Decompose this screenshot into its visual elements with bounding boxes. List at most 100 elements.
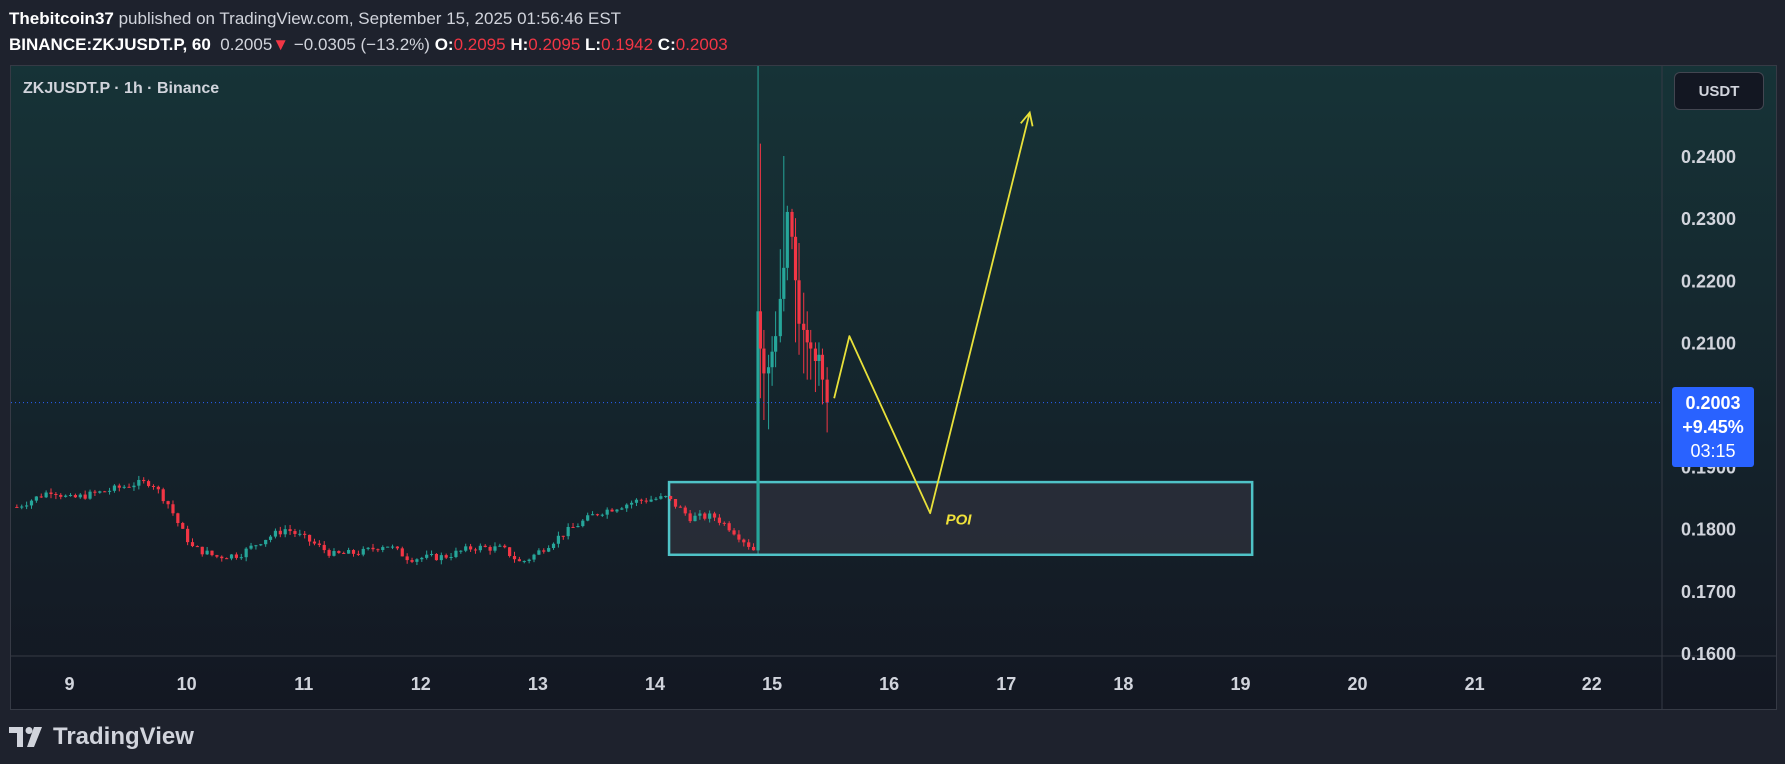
- candle-body: [664, 496, 668, 498]
- candle-body: [644, 500, 648, 502]
- candle-body: [820, 354, 825, 380]
- candle-body: [605, 509, 609, 515]
- y-tick-label: 0.2300: [1681, 209, 1736, 229]
- candle-body: [15, 506, 19, 508]
- candle-body: [88, 491, 92, 499]
- x-tick-label: 22: [1582, 674, 1602, 694]
- y-tick-label: 0.2200: [1681, 271, 1736, 291]
- candle-body: [415, 559, 419, 562]
- publish-line: Thebitcoin37 published on TradingView.co…: [9, 6, 1775, 32]
- x-tick-label: 15: [762, 674, 782, 694]
- symbol-interval: BINANCE:ZKJUSDT.P, 60: [9, 35, 211, 54]
- candle-body: [225, 558, 229, 560]
- candle-body: [244, 548, 248, 558]
- candle-body: [532, 554, 536, 560]
- price-tag-change: +9.45%: [1682, 417, 1744, 437]
- candle-body: [522, 561, 526, 563]
- candle-body: [556, 535, 561, 544]
- tradingview-wordmark: TradingView: [53, 723, 194, 750]
- candle-body: [283, 529, 287, 535]
- candle-body: [49, 492, 53, 494]
- candle-body: [317, 543, 321, 545]
- candle-body: [683, 507, 687, 514]
- candle-body: [722, 522, 726, 524]
- candle-body: [678, 506, 682, 508]
- candle-body: [44, 492, 48, 498]
- candle-body: [151, 485, 156, 487]
- candle-body: [376, 549, 380, 551]
- candle-body: [610, 509, 614, 512]
- candle-body: [337, 551, 341, 553]
- candle-body: [200, 546, 204, 555]
- high-label: H:: [510, 35, 529, 54]
- candle-body: [732, 530, 736, 535]
- candle-body: [186, 528, 190, 543]
- poi-zone: [667, 480, 1254, 557]
- candle-body: [527, 559, 531, 562]
- candle-body: [166, 501, 170, 505]
- candle-body: [390, 546, 395, 548]
- x-tick-label: 16: [879, 674, 899, 694]
- candle-body: [161, 489, 165, 502]
- candle-body: [756, 311, 760, 551]
- candle-body: [356, 553, 360, 555]
- projection-arrowhead: [1020, 110, 1034, 127]
- candle-body: [73, 495, 78, 498]
- currency-button[interactable]: USDT: [1674, 72, 1764, 110]
- y-tick-label: 0.1700: [1681, 582, 1736, 602]
- candle-body: [576, 526, 580, 528]
- candle-body: [464, 546, 468, 551]
- candle-body: [420, 557, 424, 560]
- tradingview-logo-icon: [9, 727, 42, 747]
- candle-body: [669, 496, 673, 500]
- candle-body: [698, 513, 702, 516]
- candle-body: [25, 505, 29, 507]
- candle-body: [778, 298, 782, 337]
- candle-body: [620, 508, 624, 510]
- candle-body: [239, 557, 243, 559]
- candle-body: [386, 546, 390, 548]
- candle-body: [727, 523, 731, 531]
- candle-body: [127, 486, 131, 488]
- candle-body: [205, 550, 209, 555]
- candle-body: [444, 555, 448, 558]
- candle-body: [400, 548, 404, 557]
- candle-body: [98, 491, 102, 493]
- chart-header: Thebitcoin37 published on TradingView.co…: [9, 6, 1775, 58]
- candle-body: [122, 486, 126, 488]
- candle-body: [571, 526, 575, 528]
- candle-body: [468, 546, 473, 550]
- candle-body: [586, 515, 590, 521]
- candle-body: [817, 354, 821, 361]
- candle-body: [303, 533, 307, 535]
- candle-body: [112, 485, 117, 491]
- x-tick-label: 11: [294, 674, 313, 694]
- candle-body: [512, 556, 517, 560]
- y-tick-label: 0.2400: [1681, 147, 1736, 167]
- candle-body: [758, 311, 762, 349]
- candle-body: [802, 323, 806, 330]
- candle-body: [181, 523, 185, 529]
- projection-path: [833, 112, 1031, 515]
- candle-body: [566, 526, 570, 537]
- tradingview-logo[interactable]: TradingView: [9, 723, 194, 750]
- candle-body: [774, 336, 778, 352]
- candle-body: [688, 513, 692, 522]
- candle-body: [766, 367, 771, 374]
- candle-body: [508, 547, 512, 557]
- author-name[interactable]: Thebitcoin37: [9, 9, 114, 28]
- candle-body: [770, 351, 774, 368]
- candle-body: [654, 498, 658, 500]
- candle-body: [517, 559, 521, 562]
- candle-body: [742, 539, 746, 543]
- candle-body: [366, 547, 370, 549]
- y-tick-label: 0.1800: [1681, 520, 1736, 540]
- candle-body: [793, 236, 798, 281]
- candle-body: [503, 545, 507, 548]
- candle-body: [361, 548, 365, 555]
- candle-body: [220, 556, 224, 559]
- candle-body: [649, 499, 653, 502]
- candle-body: [708, 513, 712, 519]
- candle-body: [64, 495, 68, 497]
- price-chart[interactable]: POI 9 10 11 12 13 14 15 16 17 18 19 20 21 22 0.2400 0.…: [11, 66, 1776, 709]
